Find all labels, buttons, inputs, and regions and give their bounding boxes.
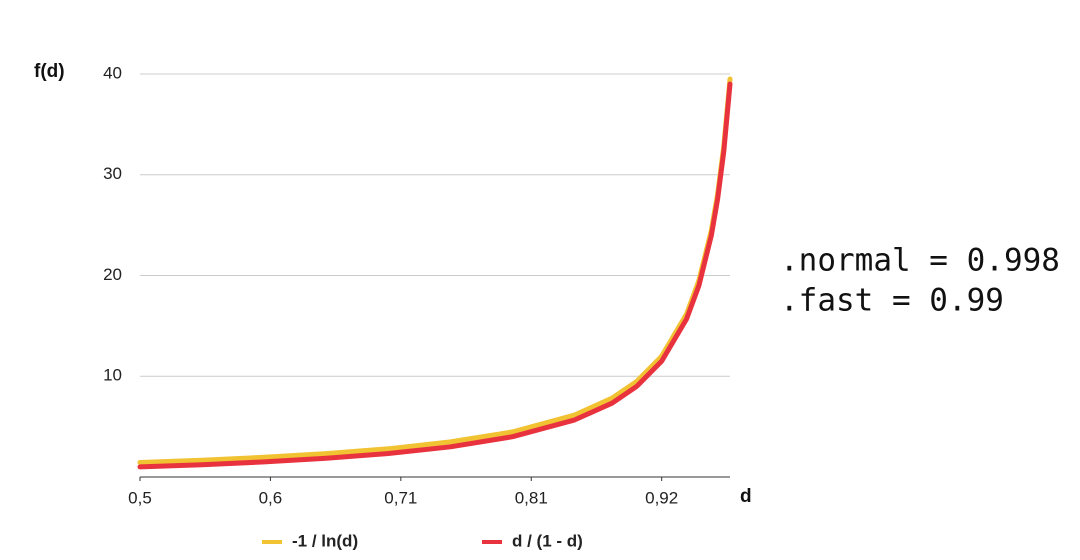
- y-tick-label: 40: [103, 63, 122, 82]
- y-tick-label: 10: [103, 366, 122, 385]
- x-tick-label: 0,71: [384, 488, 417, 507]
- x-axis-label: d: [740, 486, 752, 507]
- annotation: .normal = 0.998: [780, 243, 1060, 279]
- annotation: .fast = 0.99: [780, 283, 1004, 319]
- x-tick-label: 0,81: [515, 488, 548, 507]
- y-axis-label: f(d): [34, 61, 65, 82]
- x-tick-label: 0,5: [128, 488, 152, 507]
- x-tick-label: 0,92: [645, 488, 678, 507]
- series-line: [137, 76, 733, 465]
- legend-label: d / (1 - d): [512, 531, 583, 550]
- x-tick-label: 0,6: [259, 488, 283, 507]
- y-tick-label: 30: [103, 164, 122, 183]
- series-line: [137, 81, 733, 470]
- legend-label: -1 / ln(d): [292, 531, 358, 550]
- y-tick-label: 20: [103, 265, 122, 284]
